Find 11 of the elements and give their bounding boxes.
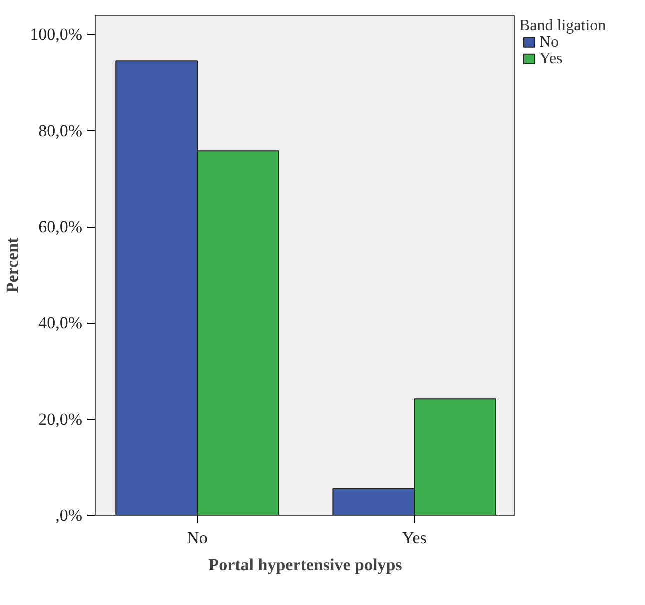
- x-axis-title: Portal hypertensive polyps: [208, 556, 403, 574]
- y-tick-label: 60,0%: [38, 218, 83, 237]
- y-tick-label: 100,0%: [30, 25, 83, 44]
- legend-title: Band ligation: [520, 17, 606, 34]
- y-tick-label: 80,0%: [38, 121, 83, 140]
- y-axis-title: Percent: [3, 237, 22, 294]
- legend-label: Yes: [540, 50, 563, 68]
- y-tick-label: 40,0%: [38, 314, 83, 333]
- y-tick-label: ,0%: [56, 506, 83, 525]
- y-tick-label: 20,0%: [38, 410, 83, 429]
- legend-label: No: [540, 34, 560, 52]
